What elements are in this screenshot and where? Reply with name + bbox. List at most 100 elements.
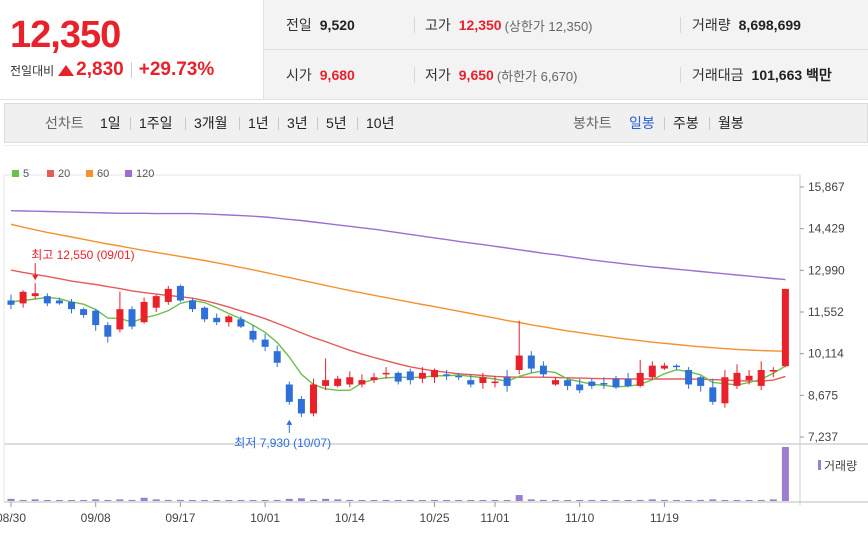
- candle-body: [515, 355, 523, 370]
- volume-bar: [588, 500, 596, 501]
- candle-body: [19, 291, 27, 304]
- legend-label-ma120: 120: [136, 168, 154, 180]
- high-arrowhead: [32, 275, 39, 281]
- legend-swatch-ma120: [125, 170, 132, 177]
- volume-bar: [636, 499, 644, 501]
- volume-bar: [261, 500, 269, 501]
- volume-bar: [31, 499, 39, 501]
- candle-body: [527, 355, 535, 369]
- volume-bar: [503, 500, 511, 501]
- volume-bar: [116, 499, 124, 501]
- period-daily-button[interactable]: 일봉: [629, 115, 655, 131]
- divider: [414, 17, 415, 33]
- candle-body: [455, 375, 463, 378]
- volume-bar: [648, 499, 656, 501]
- divider: [130, 62, 132, 78]
- volume-bar: [455, 500, 463, 501]
- candle-body: [757, 369, 765, 386]
- period-1y-button[interactable]: 1년: [248, 115, 269, 131]
- prev-close-label: 전일: [286, 17, 312, 33]
- divider: [414, 67, 415, 83]
- candle-body: [697, 377, 705, 386]
- candle-body: [334, 378, 342, 386]
- volume-bar: [297, 498, 305, 501]
- price-change-percent: +29.73%: [138, 59, 215, 80]
- volume-bar: [624, 500, 632, 501]
- y-tick-label: 8,675: [808, 388, 838, 402]
- volume-bar: [225, 500, 233, 501]
- price-change-row: 전일대비 2,830 +29.73%: [10, 58, 214, 82]
- open-label: 시가: [286, 67, 312, 83]
- volume-bar: [781, 447, 789, 501]
- period-5y-button[interactable]: 5년: [326, 115, 347, 131]
- y-tick-label: 14,429: [808, 222, 845, 236]
- candle-body: [31, 293, 39, 297]
- candle-body: [539, 365, 547, 375]
- legend-swatch-ma20: [47, 170, 54, 177]
- volume-bar: [685, 500, 693, 501]
- period-10y-button[interactable]: 10년: [366, 115, 395, 131]
- candle-body: [648, 365, 656, 378]
- period-1d-button[interactable]: 1일: [100, 115, 121, 131]
- candle-body: [140, 301, 148, 323]
- period-1w-button[interactable]: 1주일: [139, 115, 173, 131]
- candle-body: [624, 378, 632, 386]
- candle-body: [92, 310, 100, 326]
- period-3m-button[interactable]: 3개월: [194, 115, 228, 131]
- volume-bar: [55, 500, 63, 501]
- y-tick-label: 10,114: [808, 347, 844, 361]
- candle-body: [285, 384, 293, 402]
- candle-body: [588, 381, 596, 386]
- candle-body: [564, 380, 572, 386]
- volume-bar: [358, 500, 366, 501]
- low-value: 9,650: [458, 67, 494, 83]
- candle-body: [394, 372, 402, 382]
- divider: [130, 117, 131, 130]
- ma60-line: [10, 223, 786, 352]
- candle-body: [237, 319, 245, 327]
- candle-body: [7, 300, 15, 305]
- ma120-line: [10, 210, 786, 281]
- volume-bar: [249, 500, 257, 501]
- prev-close-value: 9,520: [319, 17, 355, 33]
- candle-body: [552, 380, 559, 385]
- period-3y-button[interactable]: 3년: [287, 115, 308, 131]
- candle-body: [152, 296, 160, 308]
- x-tick-label: 08/30: [0, 511, 26, 525]
- legend-label-ma20: 20: [58, 168, 70, 180]
- volume-bar: [515, 495, 523, 501]
- high-cell: 고가 12,350 (상한가 12,350): [425, 0, 593, 50]
- divider: [680, 17, 681, 33]
- candle-body: [346, 377, 354, 385]
- volume-bar: [140, 497, 148, 501]
- low-cell: 저가 9,650 (하한가 6,670): [425, 50, 578, 100]
- candle-body: [189, 300, 196, 310]
- volume-bar: [7, 498, 15, 501]
- volume-bar: [394, 500, 402, 501]
- volume-bar: [334, 499, 342, 501]
- volume-bar: [213, 500, 221, 501]
- volume-bar: [19, 499, 27, 501]
- candle-body: [164, 288, 172, 302]
- y-tick-label: 7,237: [808, 430, 838, 444]
- candle-body: [443, 374, 451, 376]
- period-monthly-button[interactable]: 월봉: [718, 115, 744, 131]
- volume-bar: [527, 499, 535, 501]
- candle-body: [467, 380, 475, 385]
- candle-body: [297, 398, 305, 414]
- legend-label-ma60: 60: [97, 168, 109, 180]
- volume-bar: [733, 500, 741, 501]
- y-tick-label: 12,990: [808, 263, 845, 277]
- quote-details: 전일 9,520 고가 12,350 (상한가 12,350) 거래량 8,69…: [264, 0, 868, 100]
- candle-body: [201, 307, 209, 320]
- candle-body: [55, 300, 63, 304]
- up-arrow-icon: [58, 64, 75, 76]
- candle-body: [576, 384, 584, 391]
- volume-bar: [612, 500, 620, 501]
- volume-cell: 거래량 8,698,699: [692, 0, 801, 50]
- volume-bar: [673, 500, 680, 501]
- candle-body: [431, 369, 438, 378]
- candle-body: [80, 309, 88, 315]
- period-weekly-button[interactable]: 주봉: [673, 115, 699, 131]
